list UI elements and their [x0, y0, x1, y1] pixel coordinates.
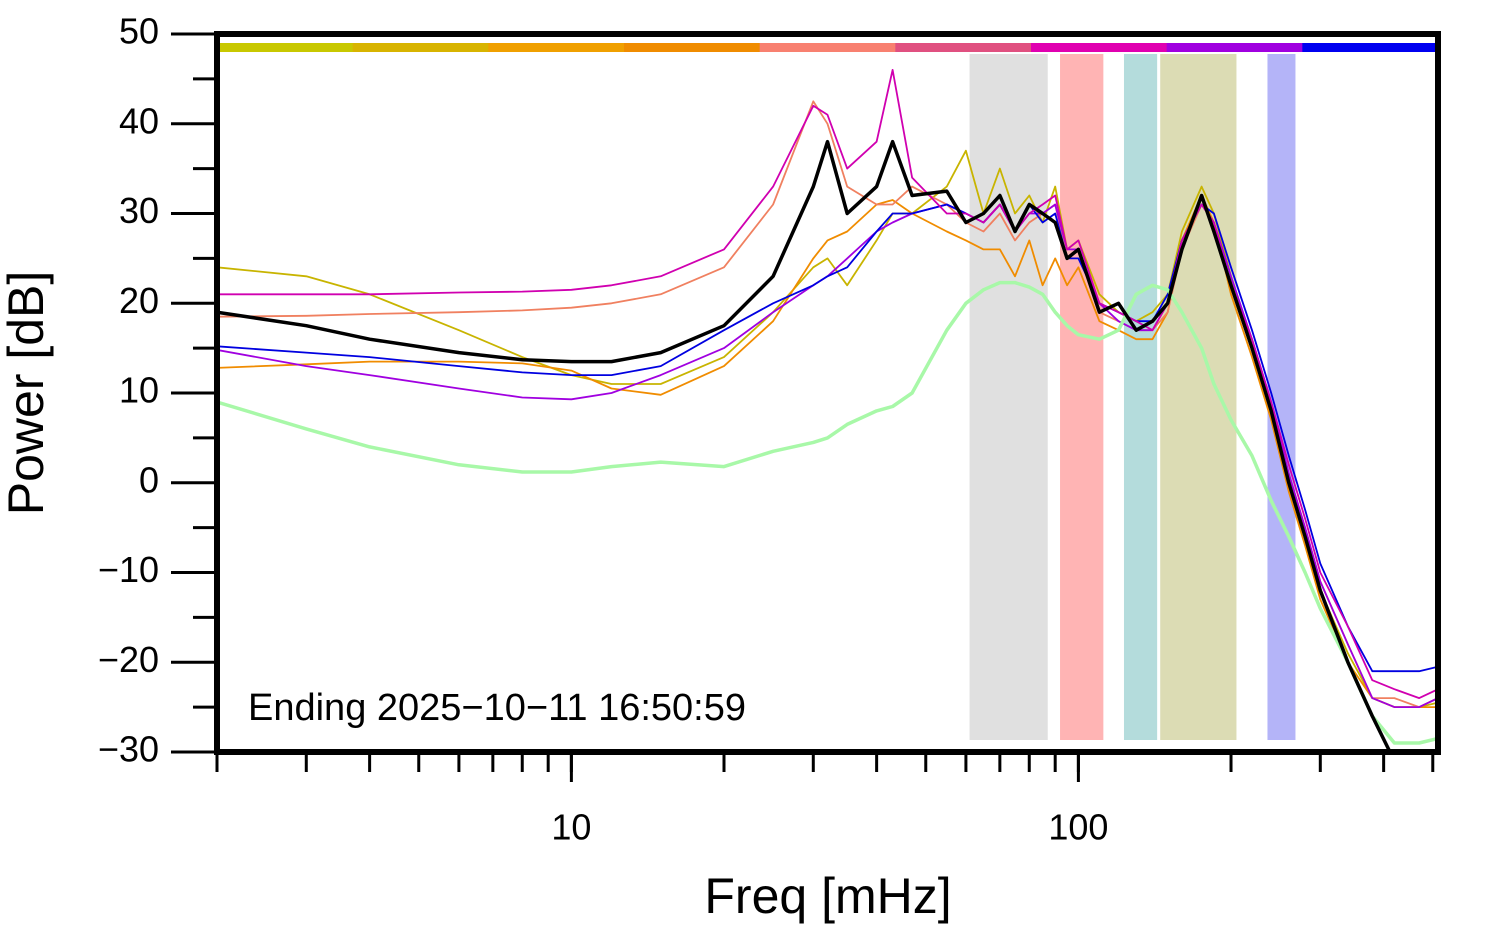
series-line [217, 139, 1392, 752]
lines [217, 69, 1438, 752]
y-axis-label: Power [dB] [0, 271, 54, 516]
x-axis-label: Freq [mHz] [704, 868, 951, 924]
axes: −30 −20 −10 0 10 20 30 40 50 10 100 [98, 11, 1439, 848]
top-bar-segment [1166, 43, 1303, 52]
top-bar-segment [217, 43, 354, 52]
y-tick-label: 30 [119, 190, 159, 231]
plot-frame [214, 31, 1441, 755]
band [1123, 54, 1158, 740]
band [1160, 54, 1237, 740]
top-bar-segment [352, 43, 489, 52]
y-tick-label: 50 [119, 11, 159, 52]
series-line [217, 203, 1438, 708]
y-tick-label: 40 [119, 100, 159, 141]
y-tick-label: −10 [98, 549, 159, 590]
series-line [217, 149, 1438, 708]
series-line [217, 100, 1438, 708]
y-tick-label: 0 [139, 459, 159, 500]
y-tick-label: 10 [119, 370, 159, 411]
top-bar-segment [624, 43, 761, 52]
series-line [217, 194, 1438, 708]
y-tick-label: 20 [119, 280, 159, 321]
y-tick-label: −30 [98, 729, 159, 770]
series-line [217, 203, 1438, 673]
series-line [217, 69, 1438, 699]
series-line [217, 280, 1438, 745]
band [1060, 54, 1104, 740]
bands [969, 54, 1296, 740]
annotation: Ending 2025−10−11 16:50:59 [248, 687, 746, 729]
top-bar-segment [1031, 43, 1168, 52]
top-bar-segment [1302, 43, 1439, 52]
band [969, 54, 1048, 740]
top-bar-segment [895, 43, 1032, 52]
x-tick-label: 100 [1048, 807, 1108, 848]
x-tick-label: 10 [551, 807, 591, 848]
top-bar-segment [488, 43, 625, 52]
top-bar-segment [759, 43, 896, 52]
y-tick-label: −20 [98, 639, 159, 680]
